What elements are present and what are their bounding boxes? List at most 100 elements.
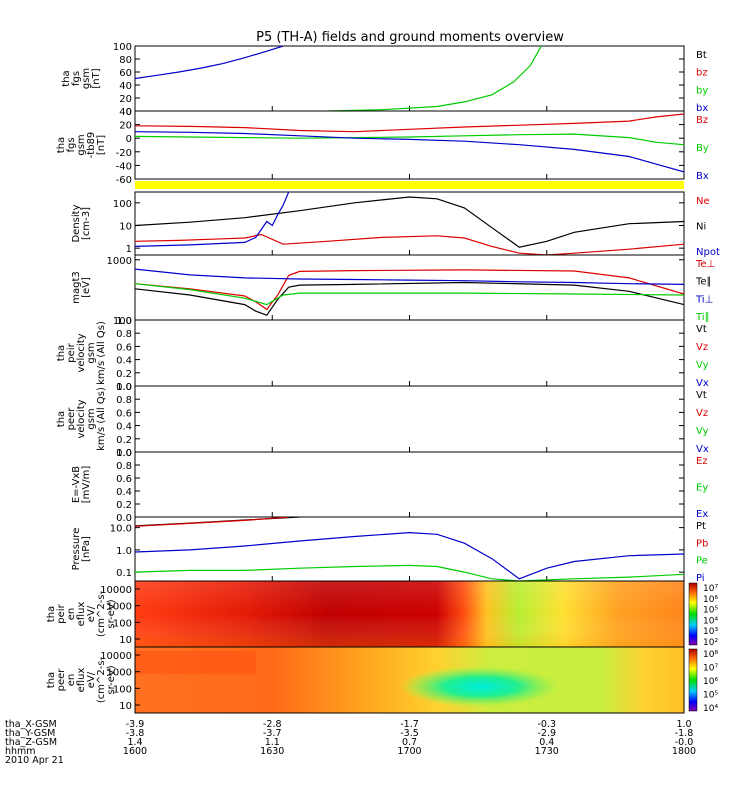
panel-frame <box>134 385 685 453</box>
y-tick-label: 100 <box>113 199 132 210</box>
panel-efield: 1.0 0.8 0.6 0.4 0.2 0.0 E=-VxB [mV/m] Ez Ey Ex <box>71 448 708 524</box>
ylabel-line: E=-VxB <box>71 466 82 503</box>
y-tick-label: 1.0 <box>116 382 132 393</box>
y-tick-label: -20 <box>116 148 132 159</box>
ylabel-line: magt3 <box>71 271 82 304</box>
legend-Te∥: Te∥ <box>695 277 712 288</box>
spectrogram-shade <box>135 581 684 647</box>
y-tick-label: 20 <box>119 121 132 132</box>
y-tick-label: 1 <box>126 244 132 255</box>
ylabel-line: eflux <box>76 668 87 693</box>
y-tick-label: 1000 <box>107 668 132 679</box>
ylabel-line: eflux <box>76 602 87 627</box>
series-Bx <box>135 131 684 173</box>
legend-Vy: Vy <box>696 426 709 437</box>
legend-bz: bz <box>696 68 708 79</box>
legend-Ni: Ni <box>696 222 706 233</box>
x-row-value: -1.8 <box>675 728 694 739</box>
x-row-value: 0.4 <box>539 737 554 748</box>
legend-Pe: Pe <box>696 556 708 567</box>
y-tick-label: 10 <box>119 635 132 646</box>
x-row-value: 1.0 <box>676 719 691 730</box>
x-row-value: -3.9 <box>126 719 145 730</box>
y-tick-label: 10 <box>119 701 132 712</box>
x-axis-labels: tha_X-GSM -3.9 -2.8 -1.7 -0.3 1.0 tha_Y-GSM -3.… <box>5 719 696 766</box>
ylabel-line: tha <box>56 345 67 361</box>
panel-frame <box>134 451 685 518</box>
series-By <box>135 133 684 146</box>
panel-fgs-gsm: 100 80 60 40 20 0 tha fgs gsm [nT] Bt bz by bx <box>61 42 708 118</box>
y-tick-label: 0.6 <box>116 342 132 353</box>
y-tick-label: 40 <box>119 107 132 118</box>
x-row-value: 1700 <box>397 746 421 757</box>
ylabel-line: sr-eV) <box>106 665 117 694</box>
series-Ne <box>135 233 684 255</box>
colorbar-label: 10⁸ <box>703 650 718 660</box>
legend-Ti∥: Ti∥ <box>695 312 710 323</box>
x-row-value: 1800 <box>672 746 696 757</box>
ylabel-line: [nT] <box>96 135 107 155</box>
ylabel-line: fgs <box>66 137 77 152</box>
colorbar <box>688 648 698 712</box>
x-row-value: -2.9 <box>537 728 556 739</box>
ylabel-line: [mV/m] <box>81 466 92 504</box>
panel-magt3: 1000 100 magt3 [eV] Te⊥ Te∥ Ti⊥ Ti∥ <box>71 254 715 327</box>
panel-peir-velocity: 1.0 0.8 0.6 0.4 0.2 0.0 tha peir velocity gsm km/s… <box>56 316 709 393</box>
colorbar-label: 10⁴ <box>703 616 718 626</box>
y-tick-label: 0.0 <box>116 448 132 459</box>
spectrogram-feature <box>398 665 564 708</box>
legend-Ti⊥: Ti⊥ <box>695 294 713 305</box>
ylabel-line: peer <box>66 407 77 431</box>
y-tick-label: 1.0 <box>116 546 132 557</box>
ylabel-fgs-gsm-dsl: tha fgs gsm -tb89 [nT] <box>56 132 107 159</box>
y-tick-label: 20 <box>119 94 132 105</box>
legend-Te⊥: Te⊥ <box>695 259 715 270</box>
legend-Bx: Bx <box>696 171 709 182</box>
ylabel-line: tha <box>56 411 67 427</box>
ylabel-line: peer <box>56 668 67 692</box>
legend-Vt: Vt <box>696 324 707 335</box>
figure-title: P5 (TH-A) fields and ground moments over… <box>256 30 564 45</box>
ylabel-peir-velocity: tha peir velocity gsm km/s (All Qs) <box>56 321 107 385</box>
ylabel-line: eV/ <box>86 605 97 622</box>
y-tick-label: 0.2 <box>116 500 132 511</box>
x-row-name: tha_Y-GSM <box>5 728 55 739</box>
ylabel-line: sr-eV) <box>106 599 117 628</box>
x-row-value: 1600 <box>123 746 147 757</box>
ylabel-line: peir <box>56 603 67 623</box>
y-tick-label: 10000 <box>100 651 132 662</box>
legend-Pt: Pt <box>696 521 706 532</box>
ylabel-line: eV/ <box>86 671 97 688</box>
legend-Bt: Bt <box>696 50 707 61</box>
series-Pi <box>135 531 684 580</box>
legend-Pi: Pi <box>696 573 705 584</box>
panel-fgs-gsm-dsl: 40 20 0 -20 -40 -60 tha fgs gsm -tb89 [nT] Bz By Bx <box>56 107 709 186</box>
panel-frame <box>134 110 685 180</box>
y-tick-label: 0.1 <box>116 568 132 579</box>
legend-Ey: Ey <box>696 483 708 494</box>
panel-peer-velocity: 1.0 0.8 0.6 0.4 0.2 0.0 tha peer velocity gsm km/s… <box>56 382 709 459</box>
series-Pe <box>135 564 684 581</box>
x-row-value: 0.7 <box>402 737 417 748</box>
ylabel-line: gsm <box>76 134 87 155</box>
ylabel-line: velocity <box>76 333 87 372</box>
x-row-value: 1730 <box>535 746 559 757</box>
ylabel-line: en <box>66 608 77 621</box>
y-tick-label: 60 <box>119 68 132 79</box>
panel-frame <box>134 45 685 112</box>
panel-density: 100 10 1 Density [cm-3] Ne Ni Npot <box>71 191 720 258</box>
y-tick-label: 80 <box>119 55 132 66</box>
y-tick-label: 0.8 <box>116 395 132 406</box>
colorbar-label: 10⁶ <box>703 595 718 605</box>
y-tick-label: 0.8 <box>116 329 132 340</box>
ylabel-line: [cm-3] <box>81 207 92 240</box>
y-tick-label: 0.8 <box>116 461 132 472</box>
ylabel-efield: E=-VxB [mV/m] <box>71 466 92 504</box>
ylabel-peer-en-eflux: tha peer en eflux eV/(cm^2-s-sr-eV) <box>46 656 117 703</box>
panel-frame <box>134 319 685 387</box>
status-bar <box>135 181 684 189</box>
ylabel-line: gsm <box>81 68 92 89</box>
y-tick-label: 100 <box>113 316 132 327</box>
